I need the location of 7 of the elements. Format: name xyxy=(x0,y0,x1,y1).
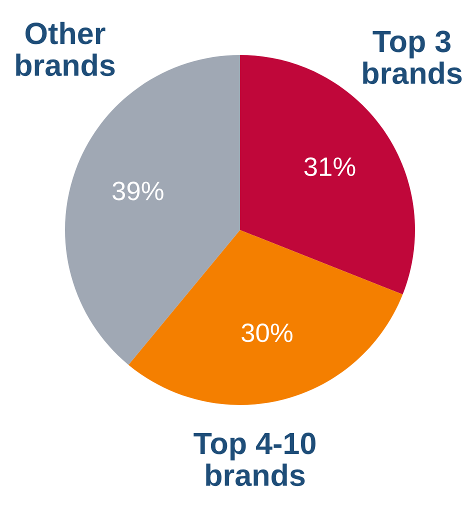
slice-label: Top 3 brands xyxy=(363,30,462,84)
data-label: 30% xyxy=(242,323,292,342)
pie-slice xyxy=(128,230,403,405)
slice-label: Other brands xyxy=(16,22,115,76)
data-label: 31% xyxy=(304,157,356,176)
slice-label: Top 4-10 brands xyxy=(194,432,316,486)
data-label: 39% xyxy=(112,182,164,200)
